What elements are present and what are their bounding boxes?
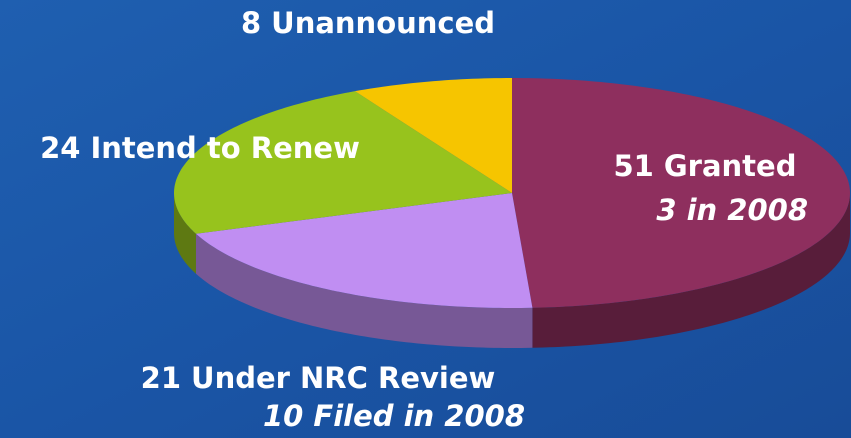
pie <box>174 78 850 348</box>
annotation: 10 Filed in 2008 <box>263 399 525 433</box>
slice-side <box>532 193 850 348</box>
slice-name: Intend to Renew <box>90 131 359 165</box>
slice-side <box>195 233 533 348</box>
slice <box>195 193 533 308</box>
slice <box>512 78 850 308</box>
slice-value: 51 <box>614 149 654 183</box>
slice-value: 8 <box>241 6 261 40</box>
slice-value: 24 <box>40 131 80 165</box>
slice-label: 21 Under NRC Review <box>141 361 496 395</box>
slice <box>354 78 512 193</box>
slice <box>174 91 512 234</box>
slice-value: 21 <box>141 361 181 395</box>
slice-label: 24 Intend to Renew <box>40 131 360 165</box>
slice-name: Under NRC Review <box>191 361 495 395</box>
slice-side <box>174 193 196 274</box>
labels: 51 Granted 21 Under NRC Review 24 Intend to R… <box>40 6 808 433</box>
slice-label: 8 Unannounced <box>241 6 495 40</box>
slice-name: Granted <box>664 149 797 183</box>
annotation: 3 in 2008 <box>656 193 808 227</box>
slice-name: Unannounced <box>271 6 495 40</box>
slice-label: 51 Granted <box>614 149 797 183</box>
